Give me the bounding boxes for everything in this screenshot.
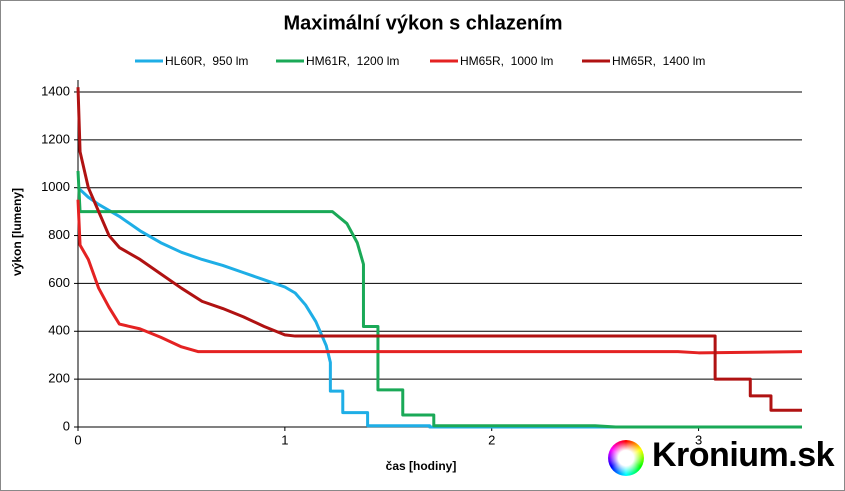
y-tick-label: 800 xyxy=(48,227,70,242)
watermark: Kronium.sk xyxy=(652,436,835,474)
chart-title: Maximální výkon s chlazením xyxy=(284,12,563,34)
series-line xyxy=(76,87,802,412)
x-tick-label: 1 xyxy=(281,432,288,447)
series-line xyxy=(76,199,803,355)
legend-label: HM61R, 1200 lm xyxy=(306,54,399,68)
legend-label: HM65R, 1000 lm xyxy=(460,54,553,68)
y-tick-label: 0 xyxy=(63,418,70,433)
logo-icon xyxy=(608,440,644,476)
y-tick-label: 600 xyxy=(48,275,70,290)
y-tick-label: 1400 xyxy=(41,83,70,98)
legend-label: HL60R, 950 lm xyxy=(165,54,248,68)
y-tick-label: 1000 xyxy=(41,179,70,194)
y-tick-label: 1200 xyxy=(41,131,70,146)
y-axis-label: výkon [lumeny] xyxy=(10,188,24,276)
y-tick-label: 200 xyxy=(48,371,70,386)
x-tick-label: 2 xyxy=(488,432,495,447)
x-axis-label: čas [hodiny] xyxy=(386,459,457,473)
series-line xyxy=(76,170,802,429)
y-tick-label: 400 xyxy=(48,323,70,338)
series-line xyxy=(76,186,802,429)
x-tick-label: 0 xyxy=(74,432,81,447)
x-tick-label: 3 xyxy=(695,432,702,447)
legend-label: HM65R, 1400 lm xyxy=(612,54,705,68)
